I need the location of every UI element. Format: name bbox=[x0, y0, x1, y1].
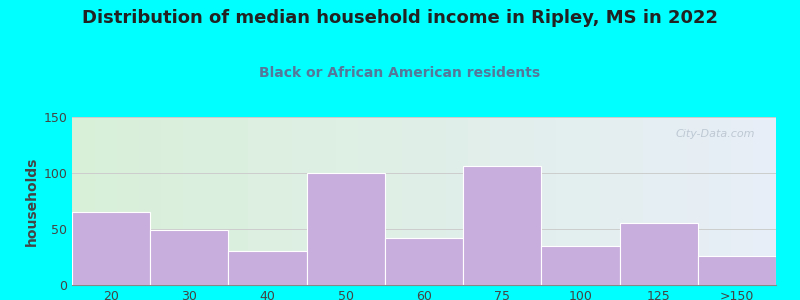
Bar bbox=[72, 212, 150, 285]
Bar bbox=[229, 251, 306, 285]
Text: City-Data.com: City-Data.com bbox=[675, 129, 755, 139]
Bar bbox=[542, 246, 619, 285]
Bar bbox=[619, 224, 698, 285]
Text: Distribution of median household income in Ripley, MS in 2022: Distribution of median household income … bbox=[82, 9, 718, 27]
Bar bbox=[385, 238, 463, 285]
Bar bbox=[463, 166, 542, 285]
Bar bbox=[306, 173, 385, 285]
Bar bbox=[150, 230, 229, 285]
Text: Black or African American residents: Black or African American residents bbox=[259, 66, 541, 80]
Y-axis label: households: households bbox=[25, 156, 39, 246]
Bar bbox=[698, 256, 776, 285]
